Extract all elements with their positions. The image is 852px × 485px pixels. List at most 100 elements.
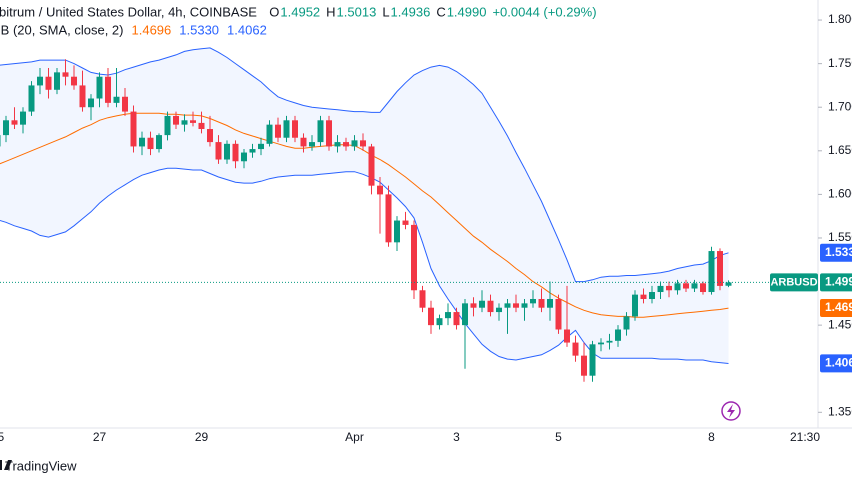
x-tick-label: 3: [453, 430, 460, 444]
candle-body: [232, 143, 239, 162]
candle-body: [691, 283, 698, 289]
y-tick-label: 1.700: [828, 99, 852, 113]
candle-body: [275, 124, 281, 138]
price-tag: [820, 273, 852, 292]
candle-body: [45, 76, 52, 90]
candle-body: [487, 300, 494, 313]
candle-body: [224, 143, 230, 160]
candle-body: [343, 142, 349, 147]
candle-body: [147, 137, 154, 150]
brand-name: TradingView: [5, 458, 77, 473]
candle-body: [79, 85, 86, 108]
price-tag: [820, 243, 852, 262]
ohlc-value: 1.4936: [391, 4, 431, 19]
candle-body: [164, 115, 171, 136]
candle-body: [453, 312, 460, 326]
ohlc-value: 1.4990: [447, 4, 487, 19]
y-tick-label: 1.650: [828, 143, 852, 157]
candle-body: [300, 137, 307, 147]
overlay: Arbitrum / United States Dollar, 4h, COI…: [0, 4, 741, 473]
candle-body: [207, 129, 213, 143]
candle-body: [470, 303, 477, 308]
candle-body: [521, 303, 528, 308]
candle-body: [462, 303, 468, 326]
lightning-glyph: [727, 404, 735, 418]
candle-body: [215, 142, 222, 160]
candle-body: [190, 120, 196, 123]
candle-body: [598, 342, 604, 345]
candle-body: [564, 329, 570, 343]
x-tick-label: 21:30: [790, 430, 820, 444]
candle-body: [71, 76, 77, 86]
candle-body: [717, 251, 723, 286]
candle-body: [589, 344, 596, 376]
candle-body: [683, 283, 689, 289]
candle-body: [513, 303, 519, 308]
candle-body: [623, 316, 630, 330]
candle-body: [198, 122, 205, 130]
candle-body: [725, 282, 732, 286]
candle-body: [122, 96, 128, 112]
change: +0.0044 (+0.29%): [492, 4, 596, 19]
candle-body: [547, 298, 553, 308]
candle-body: [377, 185, 383, 195]
y-tick-label: 1.750: [828, 56, 852, 70]
price-tag-text: 1.4062: [825, 355, 852, 369]
candle-body: [496, 307, 502, 313]
band-upper: [0, 47, 729, 283]
candle-body: [606, 340, 613, 343]
candle-body: [20, 111, 26, 125]
candle-body: [700, 283, 706, 293]
candle-body: [411, 224, 417, 291]
candle-body: [445, 312, 451, 319]
candle-body: [326, 120, 332, 147]
candle-body: [385, 194, 392, 243]
candle-body: [130, 111, 137, 147]
symbol-tag-text: ARBUSD: [770, 276, 817, 288]
ohlc-value: 1.5013: [337, 4, 377, 19]
candle-body: [3, 120, 9, 136]
price-tag-text: 1.4696: [825, 300, 852, 314]
candle-body: [360, 140, 366, 147]
candle-body: [419, 290, 426, 308]
candle-body: [0, 135, 1, 147]
ohlc-key: L: [382, 4, 389, 19]
price-tag-text: 1.5330: [825, 245, 852, 259]
indicator-value: 1.4696: [132, 22, 172, 37]
x-tick-label: Apr: [345, 430, 364, 444]
candle-body: [674, 283, 681, 291]
candle-body: [11, 120, 18, 125]
candle-body: [708, 251, 715, 293]
candle-body: [173, 115, 179, 125]
candle-body: [266, 124, 273, 144]
candle-body: [504, 303, 511, 308]
candle-body: [572, 342, 579, 356]
candle-body: [62, 72, 69, 77]
candle-body: [368, 146, 375, 186]
x-tick-label: 25: [0, 430, 4, 444]
candle-body: [402, 220, 409, 225]
candle-body: [479, 300, 485, 308]
candle-body: [113, 96, 120, 103]
ohlc-key: H: [326, 4, 335, 19]
indicator-value: 1.4062: [227, 22, 267, 37]
ohlc-key: O: [269, 4, 279, 19]
y-tick-label: 1.550: [828, 230, 852, 244]
plot-area: 1.800 1.750 1.700 1.650 1.600 1.550 1.450 1.350…: [0, 12, 852, 444]
candle-body: [283, 120, 290, 138]
price-tag-text: 1.4990: [825, 275, 852, 289]
candle-body: [581, 355, 587, 376]
candle-body: [632, 294, 638, 317]
lightning-icon[interactable]: [721, 401, 741, 421]
candle-body: [530, 298, 536, 304]
candle-body: [88, 98, 94, 108]
candle-body: [139, 137, 145, 147]
candle-body: [28, 85, 35, 112]
candle-body: [615, 329, 621, 341]
candle-body: [241, 152, 247, 162]
candle-body: [657, 285, 664, 293]
candle-body: [555, 298, 562, 330]
candle-body: [181, 120, 188, 125]
